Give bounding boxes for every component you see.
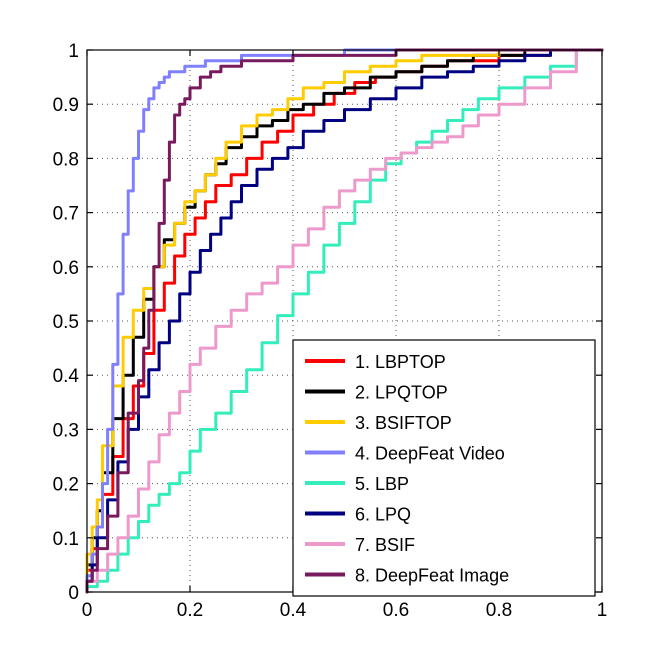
- y-axis-tick-labels: 0 0.1 0.2 0.3 0.4 0.5 0.6 0.7 0.8 0.9 1: [53, 41, 80, 604]
- legend-item: 5. LBP: [305, 474, 409, 494]
- legend-label: 8. DeepFeat Image: [355, 566, 509, 586]
- legend-label: 5. LBP: [355, 474, 409, 494]
- series-line-7: [85, 48, 604, 594]
- y-tick-label: 0.3: [53, 420, 79, 441]
- legend-label: 2. LPQTOP: [355, 383, 448, 403]
- axis-ticks: [86, 49, 603, 593]
- legend-item: 1. LBPTOP: [305, 352, 446, 372]
- x-tick-label: 0.4: [280, 600, 307, 621]
- legend-item: 7. BSIF: [305, 535, 415, 555]
- series-line-8: [85, 48, 604, 594]
- legend-item: 3. BSIFTOP: [305, 413, 452, 433]
- x-tick-label: 1: [597, 600, 608, 621]
- x-axis-tick-labels: 0 0.2 0.4 0.6 0.8 1: [82, 600, 608, 621]
- series-line-3: [85, 48, 604, 594]
- y-tick-label: 0.7: [53, 204, 79, 225]
- series-line-4: [85, 48, 604, 594]
- legend-box: [292, 339, 596, 597]
- y-tick-label: 1: [68, 41, 79, 62]
- y-tick-label: 0.4: [53, 366, 80, 387]
- series-lines: [85, 48, 604, 594]
- series-line-5: [85, 48, 604, 594]
- legend-items: 1. LBPTOP 2. LPQTOP 3. BSIFTOP 4. DeepFeat …: [305, 352, 509, 586]
- legend-label: 4. DeepFeat Video: [355, 444, 505, 464]
- x-tick-label: 0.6: [383, 600, 409, 621]
- y-tick-label: 0.9: [53, 95, 79, 116]
- legend: 1. LBPTOP 2. LPQTOP 3. BSIFTOP 4. DeepFeat …: [292, 339, 596, 597]
- x-tick-label: 0: [82, 600, 93, 621]
- legend-item: 6. LPQ: [305, 505, 411, 525]
- y-tick-label: 0: [68, 583, 79, 604]
- legend-label: 7. BSIF: [355, 535, 415, 555]
- y-tick-label: 0.5: [53, 312, 79, 333]
- legend-item: 8. DeepFeat Image: [305, 566, 509, 586]
- legend-label: 6. LPQ: [355, 505, 411, 525]
- y-tick-label: 0.6: [53, 258, 79, 279]
- legend-label: 1. LBPTOP: [355, 352, 446, 372]
- x-tick-label: 0.8: [486, 600, 512, 621]
- legend-item: 4. DeepFeat Video: [305, 444, 505, 464]
- y-tick-label: 0.8: [53, 149, 79, 170]
- legend-item: 2. LPQTOP: [305, 383, 448, 403]
- x-tick-label: 0.2: [177, 600, 203, 621]
- y-tick-label: 0.1: [53, 529, 79, 550]
- y-tick-label: 0.2: [53, 475, 79, 496]
- legend-label: 3. BSIFTOP: [355, 413, 452, 433]
